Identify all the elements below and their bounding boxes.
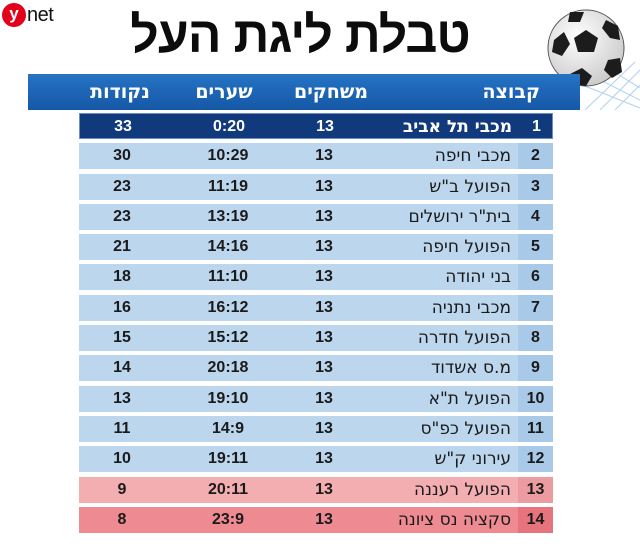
row-goals: 19:11 [207, 450, 249, 468]
row-goals: 23:9 [211, 510, 245, 528]
ynet-logo: y net [2, 2, 54, 28]
row-team: בני יהודה [445, 267, 511, 288]
row-points: 9 [117, 480, 127, 498]
row-points: 23 [113, 207, 131, 225]
row-games: 13 [315, 480, 333, 498]
row-rank: 4 [518, 203, 553, 230]
table-header: נקודות שערים משחקים קבוצה [28, 74, 580, 110]
league-table: 33 0:20 13 מכבי תל אביב 1 30 10:29 13 מכבי חיפה 2… [79, 113, 553, 537]
row-points: 33 [114, 118, 132, 135]
row-rank: 7 [518, 294, 553, 321]
row-goals: 11:10 [207, 268, 249, 286]
row-points: 13 [113, 389, 131, 407]
row-goals: 13:19 [207, 207, 249, 225]
row-team: מכבי תל אביב [402, 117, 512, 137]
row-games: 13 [315, 298, 333, 316]
table-row: 23 13:19 13 בית"ר ירושלים 4 [79, 203, 553, 230]
row-goals: 14:16 [207, 238, 249, 256]
row-rank: 10 [518, 385, 553, 412]
table-row: 16 16:12 13 מכבי נתניה 7 [79, 294, 553, 321]
row-rank: 6 [518, 264, 553, 291]
soccer-ball-icon [547, 9, 640, 110]
table-row: 10 19:11 13 עירוני ק"ש 12 [79, 446, 553, 473]
row-points: 8 [117, 510, 127, 528]
row-rank: 3 [518, 173, 553, 200]
row-team: הפועל חיפה [422, 237, 511, 258]
table-row: 15 15:12 13 הפועל חדרה 8 [79, 325, 553, 352]
row-team: הפועל ת"א [428, 388, 511, 409]
row-rank: 2 [518, 143, 553, 170]
row-points: 10 [113, 450, 131, 468]
row-games: 13 [315, 450, 333, 468]
table-row: 33 0:20 13 מכבי תל אביב 1 [79, 113, 553, 139]
row-games: 13 [315, 177, 333, 195]
row-goals: 11:19 [207, 177, 249, 195]
table-row: 18 11:10 13 בני יהודה 6 [79, 264, 553, 291]
header-games: משחקים [293, 81, 369, 103]
row-team: סקציה נס ציונה [397, 509, 511, 530]
row-points: 18 [113, 268, 131, 286]
row-goals: 20:11 [207, 480, 249, 498]
row-rank: 14 [518, 506, 553, 533]
row-team: הפועל חדרה [417, 328, 511, 349]
header-goals: שערים [195, 81, 253, 103]
row-team: הפועל ב"ש [429, 176, 511, 197]
table-row: 8 23:9 13 סקציה נס ציונה 14 [79, 506, 553, 533]
table-row: 21 14:16 13 הפועל חיפה 5 [79, 234, 553, 261]
ynet-logo-net: net [27, 3, 54, 26]
row-points: 14 [113, 359, 131, 377]
row-team: הפועל כפ"ס [420, 418, 511, 439]
row-points: 15 [113, 329, 131, 347]
row-rank: 5 [518, 234, 553, 261]
page-title: טבלת ליגת העל [130, 7, 470, 63]
header-points: נקודות [90, 81, 150, 103]
table-row: 11 14:9 13 הפועל כפ"ס 11 [79, 415, 553, 442]
row-rank: 1 [532, 118, 541, 135]
row-team: בית"ר ירושלים [408, 206, 511, 227]
ynet-logo-y: y [2, 3, 26, 27]
row-rank: 12 [518, 446, 553, 473]
row-points: 23 [113, 177, 131, 195]
table-row: 23 11:19 13 הפועל ב"ש 3 [79, 173, 553, 200]
row-goals: 15:12 [207, 329, 249, 347]
row-games: 13 [315, 268, 333, 286]
row-games: 13 [316, 118, 334, 135]
row-points: 21 [113, 238, 131, 256]
table-row: 30 10:29 13 מכבי חיפה 2 [79, 143, 553, 170]
row-games: 13 [315, 329, 333, 347]
row-points: 11 [113, 419, 131, 437]
row-games: 13 [315, 238, 333, 256]
row-rank: 8 [518, 325, 553, 352]
row-goals: 20:18 [207, 359, 249, 377]
table-row: 9 20:11 13 הפועל רעננה 13 [79, 476, 553, 503]
row-games: 13 [315, 419, 333, 437]
row-team: מ.ס אשדוד [431, 358, 511, 379]
row-rank: 13 [518, 476, 553, 503]
row-team: הפועל רעננה [413, 479, 511, 500]
table-row: 14 20:18 13 מ.ס אשדוד 9 [79, 355, 553, 382]
row-games: 13 [315, 510, 333, 528]
row-games: 13 [315, 147, 333, 165]
row-team: מכבי חיפה [434, 146, 511, 167]
row-goals: 10:29 [207, 147, 249, 165]
row-points: 16 [113, 298, 131, 316]
row-games: 13 [315, 389, 333, 407]
table-row: 13 19:10 13 הפועל ת"א 10 [79, 385, 553, 412]
row-goals: 14:9 [211, 419, 245, 437]
row-games: 13 [315, 207, 333, 225]
row-rank: 11 [518, 415, 553, 442]
row-goals: 16:12 [207, 298, 249, 316]
row-points: 30 [113, 147, 131, 165]
header-team: קבוצה [482, 81, 540, 103]
row-goals: 19:10 [207, 389, 249, 407]
row-goals: 0:20 [212, 118, 246, 135]
row-team: עירוני ק"ש [434, 449, 511, 470]
row-rank: 9 [518, 355, 553, 382]
row-team: מכבי נתניה [431, 297, 511, 318]
row-games: 13 [315, 359, 333, 377]
